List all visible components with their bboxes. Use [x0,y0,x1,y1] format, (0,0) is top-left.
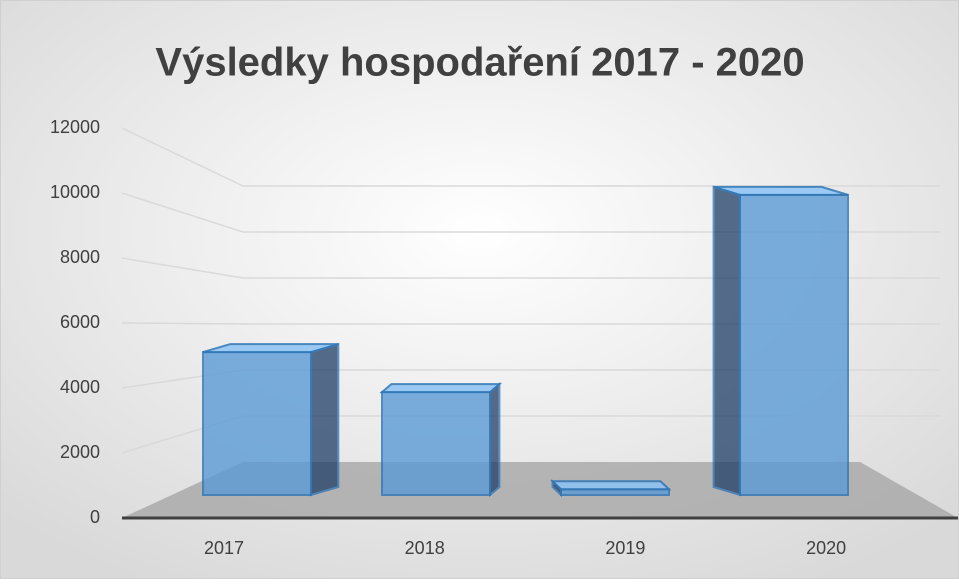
bar-front [739,193,849,496]
bar-front [381,391,491,497]
y-tick-label: 0 [90,507,100,527]
bar-side [712,185,741,497]
grid-line [121,192,940,233]
bar [712,185,849,497]
y-tick-label: 2000 [60,442,100,462]
y-tick-label: 4000 [60,377,100,397]
bar [202,342,340,497]
bar-top [202,343,339,354]
bar [549,478,672,498]
bar-front [202,351,312,497]
chart-title: Výsledky hospodaření 2017 - 2020 [155,41,804,85]
bar-side [489,381,501,498]
grid-line [121,322,940,325]
bar [379,381,503,498]
bar-side [310,342,340,497]
y-tick-label: 10000 [50,182,100,202]
y-tick-label: 12000 [50,117,100,137]
grid-line [121,127,940,187]
bar-top [379,383,503,394]
x-tick-label: 2017 [204,538,244,558]
x-tick-label: 2019 [605,538,645,558]
x-tick-label: 2018 [405,538,445,558]
bar-top [713,185,849,196]
grid-line [121,257,940,279]
bar-top [549,480,672,491]
x-tick-label: 2020 [806,538,846,558]
y-tick-label: 8000 [60,247,100,267]
y-tick-label: 6000 [60,312,100,332]
